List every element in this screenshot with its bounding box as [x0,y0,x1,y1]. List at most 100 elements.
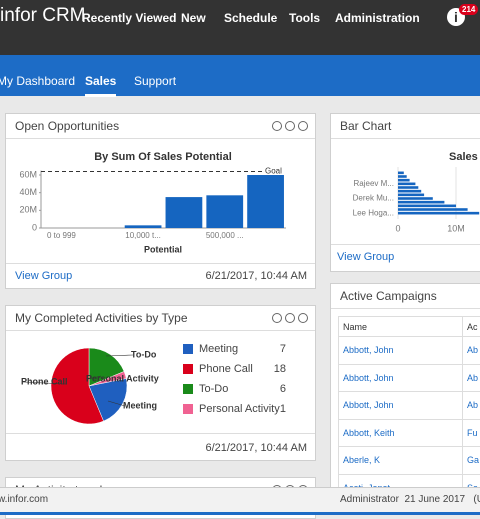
widget-title: Bar Chart [331,114,480,139]
timestamp: 6/21/2017, 10:44 AM [205,442,307,454]
link[interactable]: View Group [337,251,394,263]
cell[interactable]: Aberle, K [339,447,463,475]
tool-icon [286,314,295,323]
cell[interactable]: Ab [463,337,480,365]
bar [398,208,468,211]
chart-title: By Sum Of Sales Potential [94,151,232,163]
bar [398,212,479,215]
widget-title: My Completed Activities by Type [6,306,315,331]
nav-item[interactable]: Administration [335,11,420,25]
y-tick-label: 60M [19,169,37,179]
nav-item[interactable]: Tools [289,11,320,25]
widget-tools[interactable] [271,120,311,132]
chart: Sales by 0 10M Rajeev M... Derek Mu... Lee Ho… [331,139,480,244]
chart-title: Sales by [449,151,480,163]
pie-label: To-Do [131,349,157,359]
widget: Open Opportunities By Sum Of Sales Poten… [5,113,316,289]
x-tick-label: 500,000 ... [206,231,244,240]
legend-value: 18 [274,363,286,375]
link[interactable]: View Group [15,270,72,282]
goal-label: Goal [265,167,282,176]
bar [398,194,424,197]
bar [206,195,243,228]
pie-label: Phone Call [21,376,68,386]
nav-item[interactable]: Schedule [224,11,277,25]
legend-swatch [183,344,193,354]
column-header: Ac [463,317,480,337]
widget-footer: 6/21/2017, 10:44 AM [6,433,315,461]
bar [398,201,444,204]
brand[interactable]: infor CRM [0,5,86,27]
nav-item[interactable]: New [181,11,206,25]
pie-label: Personal Activity [86,373,159,383]
cell[interactable]: Ab [463,392,480,420]
legend-label: Meeting [199,343,238,355]
y-tick-label: 40M [19,187,37,197]
pie-label: Meeting [123,400,157,410]
bar [398,190,421,193]
x-axis-label: Potential [144,244,182,254]
tab[interactable]: Support [134,74,176,88]
legend-swatch [183,384,193,394]
bar [247,175,284,228]
bar [398,172,404,175]
cell[interactable]: Abbott, John [339,364,463,392]
legend-swatch [183,404,193,414]
status-right: Administrator 21 June 2017 (UTC [340,494,480,505]
legend-label: Phone Call [199,363,253,375]
x-tick-label: 0 [395,223,400,233]
legend-value: 6 [280,383,286,395]
y-tick-label: Rajeev M... [354,179,394,188]
legend-value: 1 [280,403,286,415]
cell[interactable]: Fu [463,419,480,447]
bar [398,175,407,178]
widget-footer: View Group 6/21/2017, 10:44 AM [6,263,315,289]
tool-icon [286,122,295,131]
cell[interactable]: Abbott, John [339,337,463,365]
tab-bar: My Dashboard Sales Support [0,55,480,96]
bar [398,186,418,189]
badge: 214 [459,4,478,15]
x-tick-label: 0 to 999 [47,231,76,240]
legend-value: 7 [280,343,286,355]
cell[interactable]: Ga [463,447,480,475]
widget: My Completed Activities by Type Meeting P… [5,305,316,461]
legend-label: Personal Activity [199,403,280,415]
legend-label: To-Do [199,383,228,395]
bar [398,197,433,200]
tool-icon [299,314,308,323]
y-tick-label: Derek Mu... [353,194,394,203]
tab-active[interactable]: Sales [85,74,116,97]
legend-swatch [183,364,193,374]
y-tick-label: 0 [32,222,37,232]
tool-icon [299,122,308,131]
bar [166,197,203,228]
x-tick-label: 10M [447,223,465,233]
column-header: Name [339,317,463,337]
nav-item[interactable]: Recently Viewed [82,11,177,25]
top-bar: infor CRM Recently Viewed New Schedule T… [0,0,480,55]
cell[interactable]: Ab [463,364,480,392]
y-tick-label: 20M [19,205,37,215]
widget: Bar Chart Sales by 0 10M Rajeev M... Derek M… [330,113,480,272]
cell[interactable]: Abbott, John [339,392,463,420]
y-tick-label: Lee Hoga... [353,208,394,217]
chart: Meeting Phone Call To-Do Personal Activity M… [6,331,315,433]
widget-tools[interactable] [271,312,311,324]
status-left: w.infor.com [0,494,48,505]
widget-title: Open Opportunities [6,114,315,139]
cell[interactable]: Abbott, Keith [339,419,463,447]
tool-icon [273,122,282,131]
widget-footer: View Group [331,244,480,272]
chart: By Sum Of Sales Potential 0 20M 40M 60M 0 to … [6,139,315,263]
tab[interactable]: My Dashboard [0,74,75,88]
tool-icon [273,314,282,323]
